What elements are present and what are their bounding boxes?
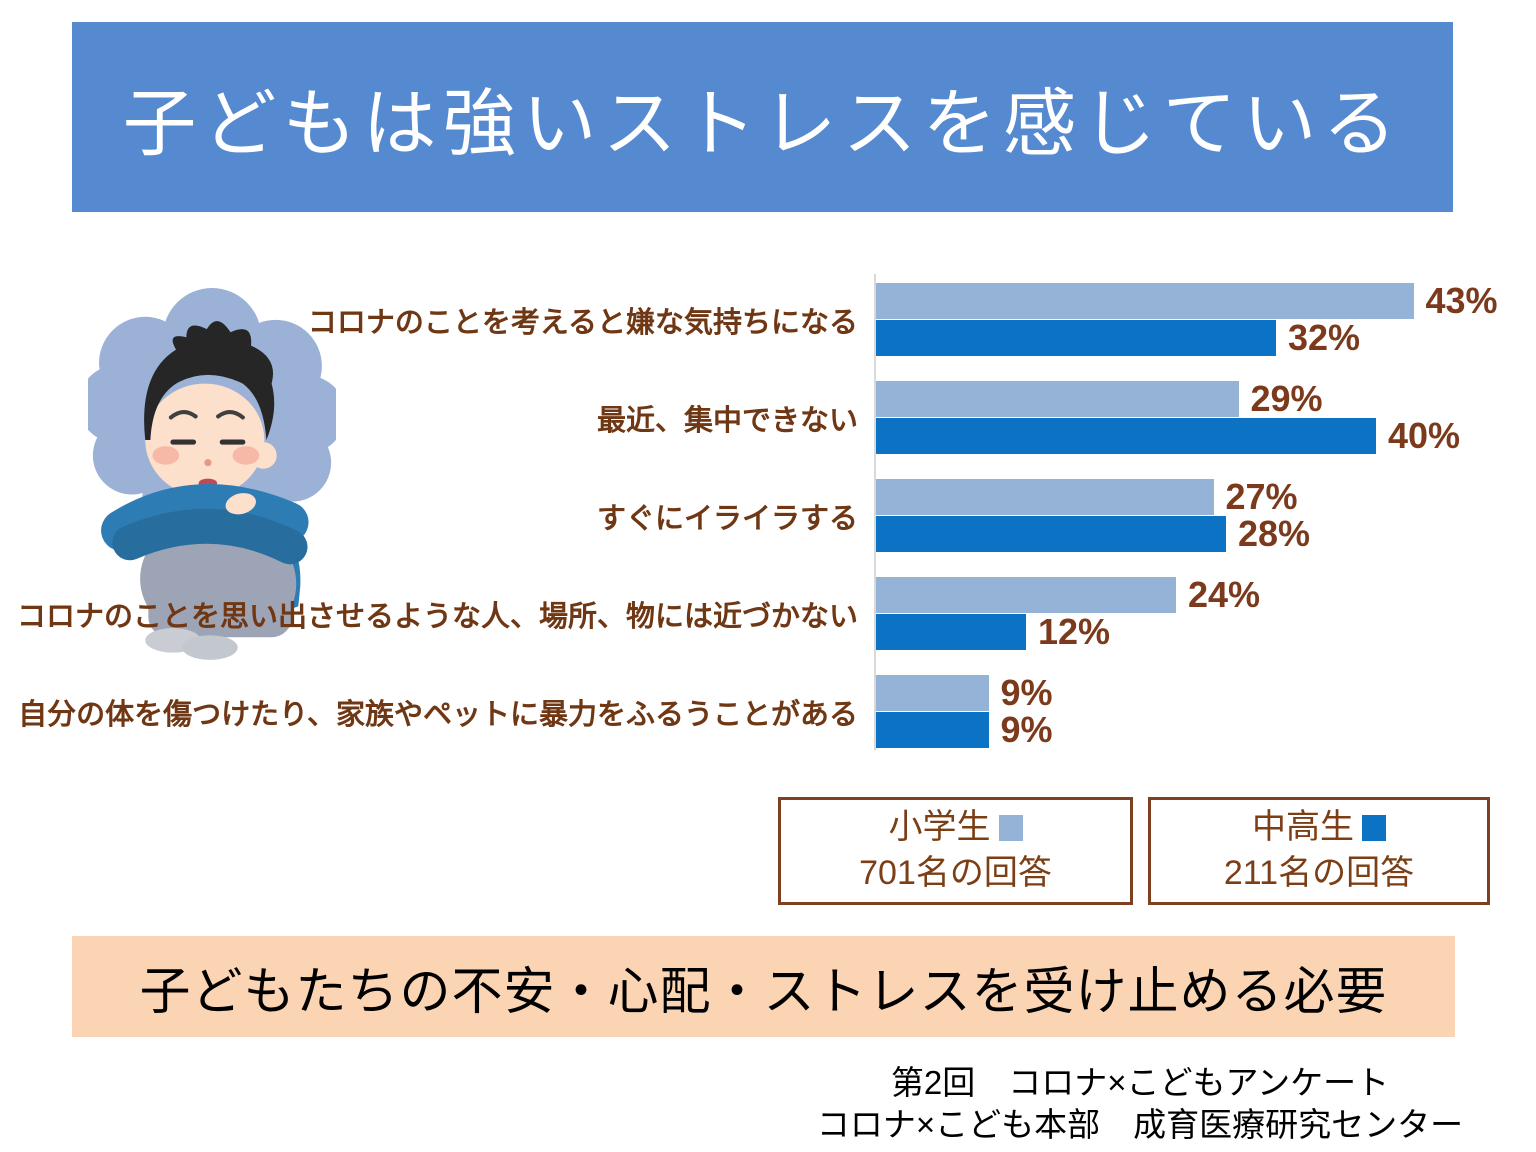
- legend-secondary: 中高生 211名の回答: [1148, 797, 1490, 905]
- bar-group: 24% 12%: [876, 574, 1261, 652]
- bar-secondary: [876, 613, 1026, 650]
- category-label: コロナのことを思い出させるような人、場所、物には近づかない: [16, 600, 858, 633]
- bar-group: 9% 9%: [876, 672, 1053, 750]
- chart-row: 最近、集中できない 29% 40%: [0, 378, 1536, 456]
- footer-line-1: 第2回 コロナ×こどもアンケート: [890, 1064, 1390, 1101]
- value-label: 40%: [1388, 414, 1461, 456]
- bar-secondary: [876, 319, 1276, 356]
- bar-line-secondary: 28%: [876, 512, 1311, 554]
- legend-elementary-swatch-icon: [998, 815, 1023, 842]
- bar-line-elementary: 9%: [876, 672, 1053, 714]
- chart-row: コロナのことを考えると嫌な気持ちになる 43% 32%: [0, 280, 1536, 358]
- value-label: 32%: [1288, 316, 1361, 358]
- page-title: 子どもは強いストレスを感じている: [122, 81, 1403, 165]
- value-label: 28%: [1238, 512, 1311, 554]
- chart-axis-line: [874, 274, 876, 750]
- category-label: 最近、集中できない: [596, 404, 858, 437]
- chart-row: 自分の体を傷つけたり、家族やペットに暴力をふるうことがある 9% 9%: [0, 672, 1536, 750]
- category-label: コロナのことを考えると嫌な気持ちになる: [307, 306, 858, 339]
- bar-secondary: [876, 515, 1226, 552]
- category-label: 自分の体を傷つけたり、家族やペットに暴力をふるうことがある: [18, 698, 858, 731]
- bar-line-secondary: 32%: [876, 316, 1498, 358]
- footer-source: 第2回 コロナ×こどもアンケート コロナ×こども本部 成育医療研究センター: [740, 1062, 1536, 1146]
- bar-elementary: [876, 283, 1414, 320]
- bar-line-secondary: 9%: [876, 708, 1053, 750]
- legend-secondary-count: 211名の回答: [1223, 854, 1415, 892]
- value-label: 29%: [1250, 378, 1323, 420]
- bar-secondary: [876, 417, 1376, 454]
- legend-secondary-label: 中高生: [1252, 808, 1354, 847]
- bar-elementary: [876, 577, 1176, 614]
- bar-elementary: [876, 381, 1239, 418]
- footer-line-2: コロナ×こども本部 成育医療研究センター: [816, 1106, 1464, 1144]
- bar-line-secondary: 12%: [876, 610, 1260, 652]
- category-label: すぐにイライラする: [596, 502, 858, 535]
- bar-elementary: [876, 675, 989, 712]
- value-label: 12%: [1038, 610, 1111, 652]
- bar-secondary: [876, 711, 989, 748]
- bar-group: 27% 28%: [876, 476, 1311, 554]
- value-label: 43%: [1425, 280, 1498, 322]
- chart-row: すぐにイライラする 27% 28%: [0, 476, 1536, 554]
- legend-elementary-label: 小学生: [888, 808, 991, 847]
- boy-face: [144, 321, 277, 497]
- bar-group: 29% 40%: [876, 378, 1461, 456]
- sad-boy-hugging-knees-icon: [88, 288, 336, 660]
- bar-line-secondary: 40%: [876, 414, 1461, 456]
- bar-chart: コロナのことを考えると嫌な気持ちになる 43% 32% 最近、集中できない 29% 40%…: [0, 280, 1536, 773]
- bar-elementary: [876, 479, 1214, 516]
- legend-secondary-swatch-icon: [1362, 815, 1386, 842]
- bar-line-elementary: 43%: [876, 280, 1498, 322]
- summary-banner: 子どもたちの不安・心配・ストレスを受け止める必要: [72, 936, 1455, 1037]
- title-banner: 子どもは強いストレスを感じている: [72, 22, 1453, 212]
- value-label: 9%: [1000, 708, 1053, 750]
- boy-arms: [101, 484, 309, 565]
- value-label: 9%: [1000, 672, 1053, 714]
- bar-group: 43% 32%: [876, 280, 1498, 358]
- legend-elementary-row: 小学生: [889, 805, 1023, 851]
- legend-elementary: 小学生 701名の回答: [778, 797, 1133, 905]
- bar-line-elementary: 24%: [876, 574, 1261, 616]
- bar-line-elementary: 27%: [876, 476, 1310, 518]
- legend-elementary-count: 701名の回答: [859, 854, 1052, 892]
- value-label: 24%: [1188, 574, 1261, 616]
- bar-line-elementary: 29%: [876, 378, 1460, 420]
- legend-secondary-row: 中高生: [1252, 805, 1386, 851]
- chart-row: コロナのことを思い出させるような人、場所、物には近づかない 24% 12%: [0, 574, 1536, 652]
- value-label: 27%: [1225, 476, 1298, 518]
- summary-text: 子どもたちの不安・心配・ストレスを受け止める必要: [139, 962, 1388, 1020]
